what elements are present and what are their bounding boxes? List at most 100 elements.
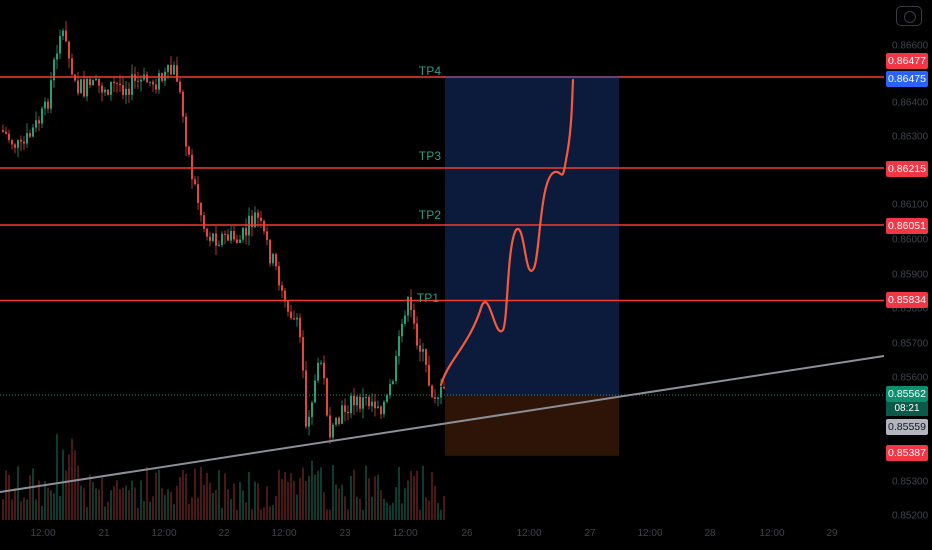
- time-tick: 28: [704, 528, 716, 539]
- volume-bar: [314, 474, 316, 520]
- bar-countdown: 08:21: [886, 402, 928, 416]
- candle-body: [137, 80, 139, 82]
- candle-body: [386, 395, 388, 402]
- candle-body: [320, 362, 322, 364]
- candle-body: [101, 85, 103, 93]
- volume-bar: [443, 496, 445, 520]
- volume-bar: [320, 467, 322, 520]
- candle-body: [92, 80, 94, 86]
- price-tick: 0.86400: [892, 97, 929, 109]
- candle-body: [308, 416, 310, 427]
- volume-bar: [56, 433, 58, 520]
- candle-body: [338, 417, 340, 424]
- volume-bar: [236, 509, 238, 520]
- time-tick: 12:00: [271, 528, 297, 539]
- volume-bar: [203, 484, 205, 520]
- candle-body: [200, 202, 202, 216]
- volume-bar: [128, 490, 130, 520]
- candle-body: [26, 133, 28, 144]
- candle-body: [71, 58, 73, 75]
- volume-bar: [335, 484, 337, 520]
- candle-body: [77, 80, 79, 94]
- volume-bar: [368, 478, 370, 520]
- volume-bar: [425, 497, 427, 520]
- camera-icon[interactable]: [896, 6, 922, 26]
- candle-body: [89, 78, 91, 86]
- volume-bar: [65, 470, 67, 520]
- candle-body: [218, 244, 220, 246]
- price-tick: 0.85300: [892, 476, 929, 488]
- candle-body: [191, 154, 193, 180]
- candle-body: [206, 228, 208, 237]
- volume-bar: [401, 503, 403, 520]
- volume-bar: [215, 489, 217, 520]
- volume-bar: [8, 474, 10, 520]
- price-tick: 0.85200: [892, 510, 929, 522]
- volume-bar: [377, 474, 379, 520]
- volume-bar: [2, 499, 4, 520]
- volume-bar: [233, 483, 235, 520]
- candle-body: [83, 79, 85, 97]
- candle-body: [14, 144, 16, 148]
- volume-bar: [17, 466, 19, 520]
- volume-bar: [71, 438, 73, 520]
- volume-bar: [395, 487, 397, 520]
- volume-bar: [257, 483, 259, 520]
- candle-body: [113, 81, 115, 84]
- volume-bar: [104, 506, 106, 520]
- volume-bar: [386, 502, 388, 520]
- candle-body: [440, 386, 442, 398]
- volume-bar: [80, 485, 82, 520]
- volume-bar: [32, 468, 34, 520]
- candle-body: [344, 405, 346, 412]
- candle-body: [326, 378, 328, 416]
- candle-body: [254, 212, 256, 228]
- candle-body: [425, 349, 427, 365]
- volume-bar: [338, 488, 340, 520]
- candle-body: [401, 323, 403, 337]
- target-zone: [445, 77, 619, 395]
- candle-body: [410, 297, 412, 310]
- candle-body: [314, 380, 316, 403]
- volume-bar: [227, 489, 229, 520]
- candle-body: [182, 91, 184, 117]
- candle-body: [392, 381, 394, 385]
- volume-bar: [266, 486, 268, 520]
- time-tick: 23: [339, 528, 351, 539]
- time-tick: 12:00: [151, 528, 177, 539]
- candle-body: [317, 362, 319, 381]
- volume-bar: [263, 507, 265, 520]
- volume-bar: [296, 494, 298, 520]
- volume-bar: [224, 473, 226, 520]
- candle-body: [251, 215, 253, 228]
- candle-body: [383, 401, 385, 415]
- volume-bar: [131, 480, 133, 520]
- level-lines: [0, 76, 884, 396]
- candle-body: [215, 233, 217, 246]
- candle-body: [8, 133, 10, 140]
- candle-body: [296, 317, 298, 320]
- candle-body: [359, 396, 361, 409]
- volume-bar: [197, 497, 199, 520]
- time-tick: 26: [461, 528, 473, 539]
- volume-bar: [98, 489, 100, 520]
- volume-bar: [293, 480, 295, 520]
- entry-price-tag: 0.85559: [886, 419, 928, 435]
- price-tick: 0.85700: [892, 338, 929, 350]
- volume-bar: [272, 504, 274, 520]
- candle-body: [377, 406, 379, 409]
- candle-body: [140, 79, 142, 82]
- volume-bar: [332, 465, 334, 520]
- candle-body: [107, 89, 109, 95]
- volume-bar: [110, 490, 112, 520]
- candle-body: [20, 139, 22, 142]
- volume-bar: [152, 496, 154, 520]
- time-tick: 12:00: [637, 528, 663, 539]
- candle-body: [149, 81, 151, 83]
- candle-body: [284, 290, 286, 302]
- volume-bar: [281, 479, 283, 520]
- position-zones: [445, 77, 619, 456]
- candle-body: [128, 88, 130, 95]
